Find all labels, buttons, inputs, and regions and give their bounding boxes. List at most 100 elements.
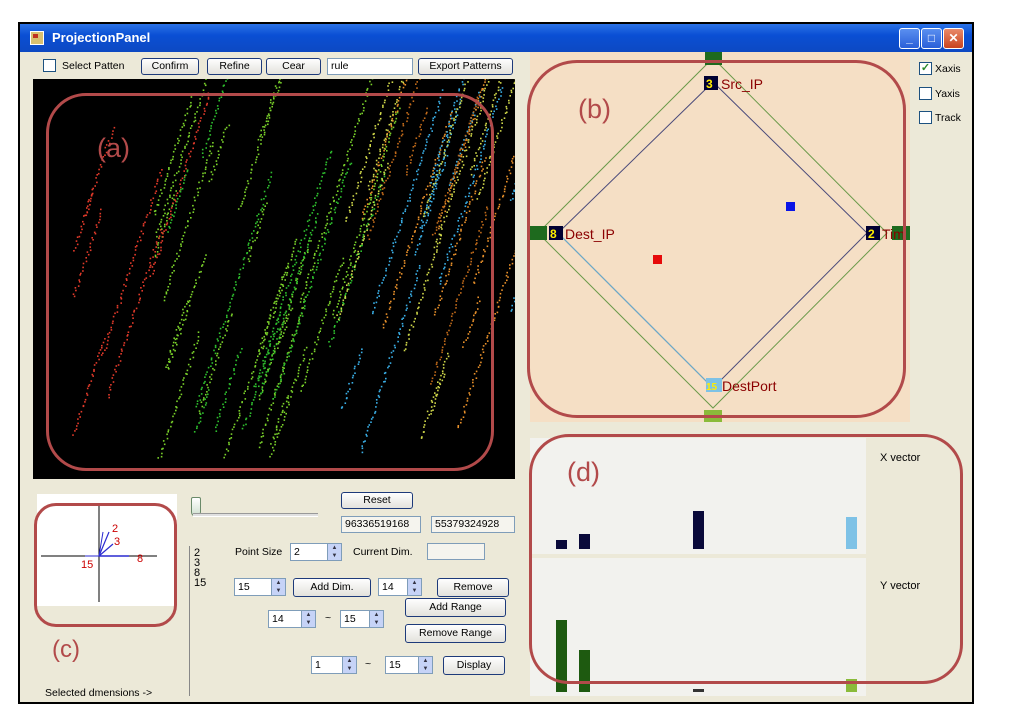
point-size-stepper[interactable]: 2 ▲ ▼ [290,543,342,561]
scatter-dot [295,379,298,382]
add-range-button[interactable]: Add Range [405,598,506,617]
export-patterns-button[interactable]: Export Patterns [418,58,513,75]
scatter-dot [438,213,441,215]
scatter-dot [443,206,445,209]
xaxis-checkbox[interactable]: ✓ [919,62,932,75]
scatter-dot [441,379,444,382]
scatter-dot [316,213,319,215]
scatter-dot [206,384,208,386]
scatter-dot [233,423,236,426]
scatter-dot [195,282,197,284]
scatter-dot [439,147,442,149]
scatter-dot [443,267,445,270]
add-dim-button[interactable]: Add Dim. [293,578,371,597]
scatter-dot [484,343,487,345]
rule-input[interactable]: rule [327,58,413,75]
scatter-dot [477,268,479,271]
scatter-dot [392,251,394,254]
confirm-button[interactable]: Confirm [141,58,199,75]
scatter-dot [401,133,404,136]
stepper-arrows-icon[interactable]: ▲ ▼ [301,611,315,627]
scatter-dot [434,311,437,313]
scatter-dot [132,259,135,262]
node-src-ip [704,76,718,90]
scatter-dot [202,172,204,175]
scatter-dot [376,173,379,175]
scatter-dot [266,417,269,420]
scatter-dot [302,259,305,261]
scatter-dot [199,413,202,416]
display-to-stepper[interactable]: 15 ▲ ▼ [385,656,433,674]
yaxis-checkbox[interactable] [919,87,932,100]
scatter-dot [228,308,231,310]
track-checkbox[interactable] [919,111,932,124]
scatter-dot [474,190,477,193]
scatter-dot [470,173,473,176]
scatter-dot [478,235,480,238]
scatter-dot [471,166,473,168]
scatter-dot [198,126,200,128]
scatter-dot [435,387,438,389]
scatter-dot [289,282,292,284]
close-button[interactable]: ✕ [943,28,964,49]
scatter-dot [89,246,91,248]
projection-view[interactable]: 3 Src_IP 8 Dest_IP 2 Tim 15 DestPort [530,52,910,422]
scatter-dot [420,437,423,439]
display-from-stepper[interactable]: 1 ▲ ▼ [311,656,357,674]
scatter-plot[interactable] [33,79,515,479]
scatter-dot [393,344,396,347]
scatter-dot [267,120,270,123]
scatter-dot [173,194,175,197]
stepper-arrows-icon[interactable]: ▲ ▼ [271,579,285,595]
scatter-dot [435,180,437,182]
scatter-dot [135,307,138,310]
display-button[interactable]: Display [443,656,505,675]
reset-button[interactable]: Reset [341,492,413,509]
refine-button[interactable]: Refine [207,58,262,75]
scatter-dot [373,221,375,223]
stepper-arrows-icon[interactable]: ▲ ▼ [342,657,356,673]
dim-item[interactable]: 8 [194,567,201,579]
scatter-dot [305,287,307,289]
scatter-dot [179,249,181,252]
scatter-dot [193,431,196,433]
remove-range-button[interactable]: Remove Range [405,624,506,643]
scatter-dot [244,398,247,400]
range-to-stepper[interactable]: 15 ▲ ▼ [340,610,384,628]
scatter-dot [441,94,444,96]
stepper-arrows-icon[interactable]: ▲ ▼ [369,611,383,627]
stepper-arrows-icon[interactable]: ▲ ▼ [327,544,341,560]
scatter-dot [77,285,80,287]
dim-item[interactable]: 2 [194,547,201,559]
dim-item[interactable]: 15 [194,577,207,589]
remove-dim-stepper[interactable]: 14 ▲ ▼ [378,578,422,596]
maximize-button[interactable]: □ [921,28,942,49]
scatter-dot [386,93,388,96]
range-from-stepper[interactable]: 14 ▲ ▼ [268,610,316,628]
scatter-dot [437,174,439,176]
title-bar[interactable]: ProjectionPanel _ □ ✕ [20,24,972,52]
mini-label-15: 15 [81,559,93,571]
scatter-dot [292,339,295,341]
scatter-dot [356,122,359,125]
slider-track[interactable] [193,513,318,517]
scatter-dot [508,102,510,104]
scatter-dot [346,397,348,399]
selected-dimensions-list[interactable]: 2 3 8 15 [189,546,229,696]
scatter-dot [442,158,445,161]
scatter-dot [384,137,387,140]
stepper-arrows-icon[interactable]: ▲ ▼ [418,657,432,673]
scatter-dot [184,174,187,176]
dim-item[interactable]: 3 [194,557,201,569]
clear-button[interactable]: Cear [266,58,321,75]
minimize-button[interactable]: _ [899,28,920,49]
dim-stepper[interactable]: 15 ▲ ▼ [234,578,286,596]
scatter-dot [203,261,205,263]
stepper-arrows-icon[interactable]: ▲ ▼ [407,579,421,595]
scatter-dot [268,184,270,187]
scatter-dot [288,355,290,358]
scatter-dot [360,171,362,173]
select-pattern-checkbox[interactable] [43,59,56,72]
scatter-dot [451,238,453,240]
remove-button[interactable]: Remove [437,578,509,597]
